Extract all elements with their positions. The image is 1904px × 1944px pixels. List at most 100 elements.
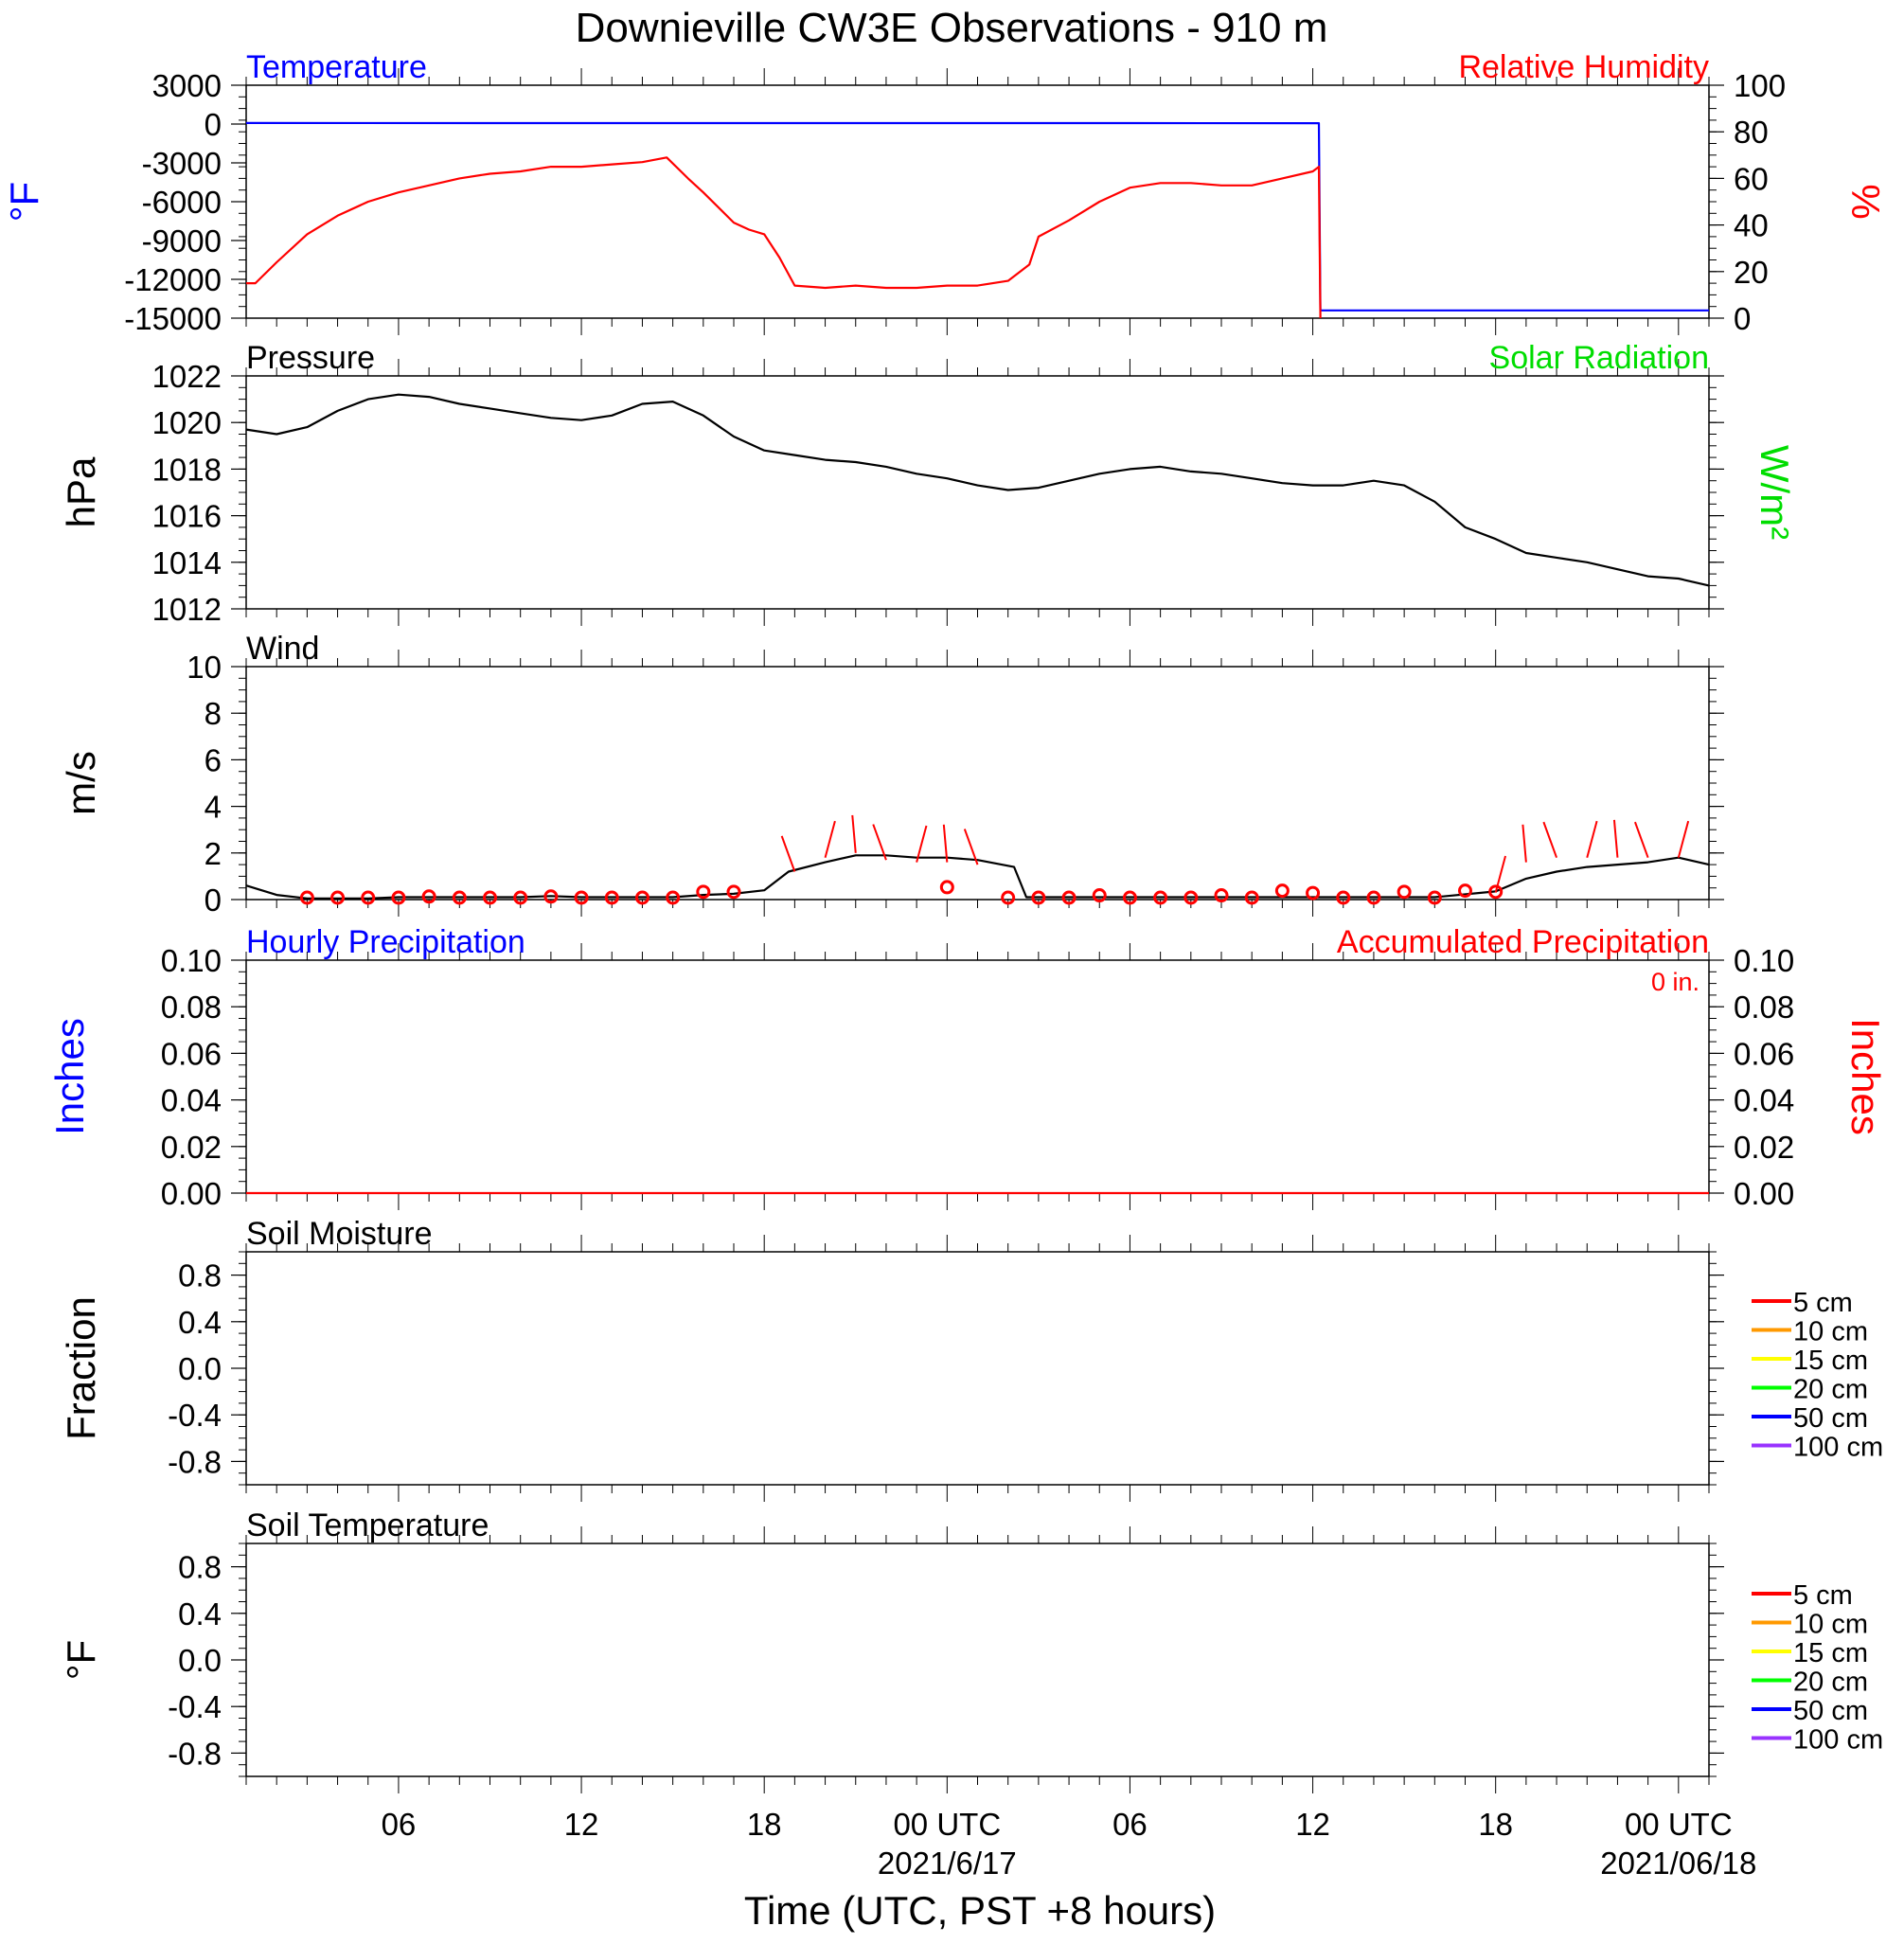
x-axis-label: Time (UTC, PST +8 hours) [744, 1888, 1216, 1933]
x-tick-label: 00 UTC [1625, 1807, 1733, 1842]
series-line-1 [246, 156, 1322, 319]
y-tick-label: 6 [205, 742, 222, 777]
y-tick-label: -0.4 [168, 1398, 222, 1433]
calm-wind-marker [1274, 883, 1290, 899]
y-tick-label: 2 [205, 836, 222, 871]
y-right-tick-label: 0 [1734, 301, 1751, 336]
plot-frame [245, 1251, 1710, 1486]
wind-barb [1521, 824, 1527, 863]
wind-barb [1542, 821, 1558, 859]
y-axis-label: hPa [59, 456, 103, 527]
calm-wind-marker [1458, 883, 1472, 899]
calm-wind-marker [939, 880, 954, 895]
y-tick-label: -15000 [124, 301, 222, 336]
calm-wind-marker [421, 889, 436, 904]
calm-wind-marker [330, 890, 346, 905]
panel-soil_temperature: 0.8 0.4 0.0 -0.4 -0.8 Soil Temperature °F 5 cm 1… [59, 1507, 1883, 1881]
x-tick-label: 18 [747, 1807, 782, 1842]
panel-right-title: Relative Humidity [1458, 49, 1709, 85]
plot-frame [245, 84, 1710, 319]
y-axis-right-label: % [1843, 184, 1888, 219]
legend-label: 5 cm [1793, 1580, 1853, 1611]
y-tick-label: 1012 [152, 592, 222, 627]
y-tick-label: 0.06 [161, 1036, 222, 1071]
y-tick-label: 1016 [152, 499, 222, 534]
calm-wind-marker [1183, 890, 1199, 905]
y-tick-label: 0.02 [161, 1130, 222, 1165]
y-axis-label: °F [59, 1640, 103, 1680]
calm-wind-marker [1244, 890, 1259, 905]
y-tick-label: -6000 [142, 185, 222, 220]
plot-frame [245, 959, 1710, 1194]
y-tick-label: -12000 [124, 262, 222, 297]
y-right-tick-label: 40 [1734, 208, 1769, 243]
calm-wind-marker [513, 890, 528, 905]
y-tick-label: 8 [205, 696, 222, 731]
calm-wind-marker [604, 890, 619, 905]
y-right-tick-label: 0.10 [1734, 943, 1794, 978]
y-tick-label: -0.8 [168, 1736, 222, 1771]
y-tick-label: 0.8 [178, 1550, 222, 1585]
panel-left-title: Wind [246, 631, 319, 667]
panel-soil_moisture: 0.8 0.4 0.0 -0.4 -0.8 Soil Moisture Fraction 5 … [59, 1216, 1883, 1502]
legend-label: 5 cm [1793, 1288, 1853, 1318]
panel-left-title: Pressure [246, 340, 375, 376]
legend-label: 20 cm [1793, 1375, 1868, 1405]
plot-frame [245, 375, 1710, 610]
x-tick-label: 06 [382, 1807, 417, 1842]
panel-wind: 10 8 6 4 2 0 Wind m/s [59, 631, 1724, 918]
wind-barb [851, 814, 857, 853]
legend-label: 100 cm [1793, 1725, 1883, 1756]
panel-left-title: Soil Temperature [246, 1507, 489, 1543]
panel-pressure: 1022 1020 1018 1016 1014 1012 Pressure Solar Ra… [59, 340, 1797, 627]
y-tick-label: 0.4 [178, 1596, 222, 1632]
calm-wind-marker [1488, 884, 1504, 900]
legend-label: 15 cm [1793, 1638, 1868, 1668]
y-tick-label: 1014 [152, 545, 222, 580]
calm-wind-marker [666, 890, 681, 905]
panel-right-title: Solar Radiation [1489, 340, 1709, 376]
y-tick-label: 0 [205, 107, 222, 142]
y-tick-label: 0.4 [178, 1305, 222, 1340]
legend-label: 20 cm [1793, 1668, 1868, 1698]
panel-precipitation: 0.10 0.08 0.06 0.04 0.02 0.00 0.10 0.08 0.06 0.04… [47, 924, 1888, 1211]
figure-title: Downieville CW3E Observations - 910 m [576, 5, 1328, 51]
y-axis-label: Fraction [59, 1296, 103, 1440]
y-axis-label: Inches [47, 1018, 92, 1135]
panels-group: 30000-3000-6000-9000-12000-1500010080604… [2, 49, 1888, 1881]
series-line-0 [245, 393, 1710, 587]
legend-label: 100 cm [1793, 1433, 1883, 1463]
calm-wind-marker [1397, 884, 1412, 900]
y-tick-label: 0.04 [161, 1083, 222, 1118]
calm-wind-marker [391, 890, 406, 905]
x-tick-label: 00 UTC [893, 1807, 1001, 1842]
calm-wind-marker [1031, 890, 1046, 905]
calm-wind-marker [452, 890, 467, 905]
y-tick-label: 0.10 [161, 943, 222, 978]
legend-label: 10 cm [1793, 1317, 1868, 1347]
legend-label: 50 cm [1793, 1696, 1868, 1726]
y-right-tick-label: 80 [1734, 115, 1769, 150]
calm-wind-marker [1061, 890, 1077, 905]
y-axis-label: m/s [59, 751, 103, 815]
calm-wind-marker [574, 890, 589, 905]
y-tick-label: 4 [205, 790, 222, 825]
calm-wind-marker [1153, 890, 1168, 905]
panel-left-title: Temperature [246, 49, 427, 85]
accumulated-total-label: 0 in. [1651, 968, 1699, 996]
y-axis-right-label: Inches [1843, 1018, 1888, 1135]
wind-barb [1586, 820, 1598, 858]
y-right-tick-label: 100 [1734, 68, 1786, 103]
x-tick-label: 06 [1112, 1807, 1148, 1842]
y-tick-label: 0.0 [178, 1643, 222, 1678]
calm-wind-marker [634, 890, 649, 905]
y-tick-label: -0.4 [168, 1689, 222, 1724]
y-right-tick-label: 0.08 [1734, 990, 1794, 1025]
y-right-tick-label: 0.02 [1734, 1130, 1794, 1165]
plot-frame [245, 1543, 1710, 1777]
y-tick-label: 3000 [152, 68, 222, 103]
x-tick-label: 12 [564, 1807, 599, 1842]
y-axis-right-label: W/m² [1753, 445, 1797, 540]
y-tick-label: 1022 [152, 359, 222, 394]
